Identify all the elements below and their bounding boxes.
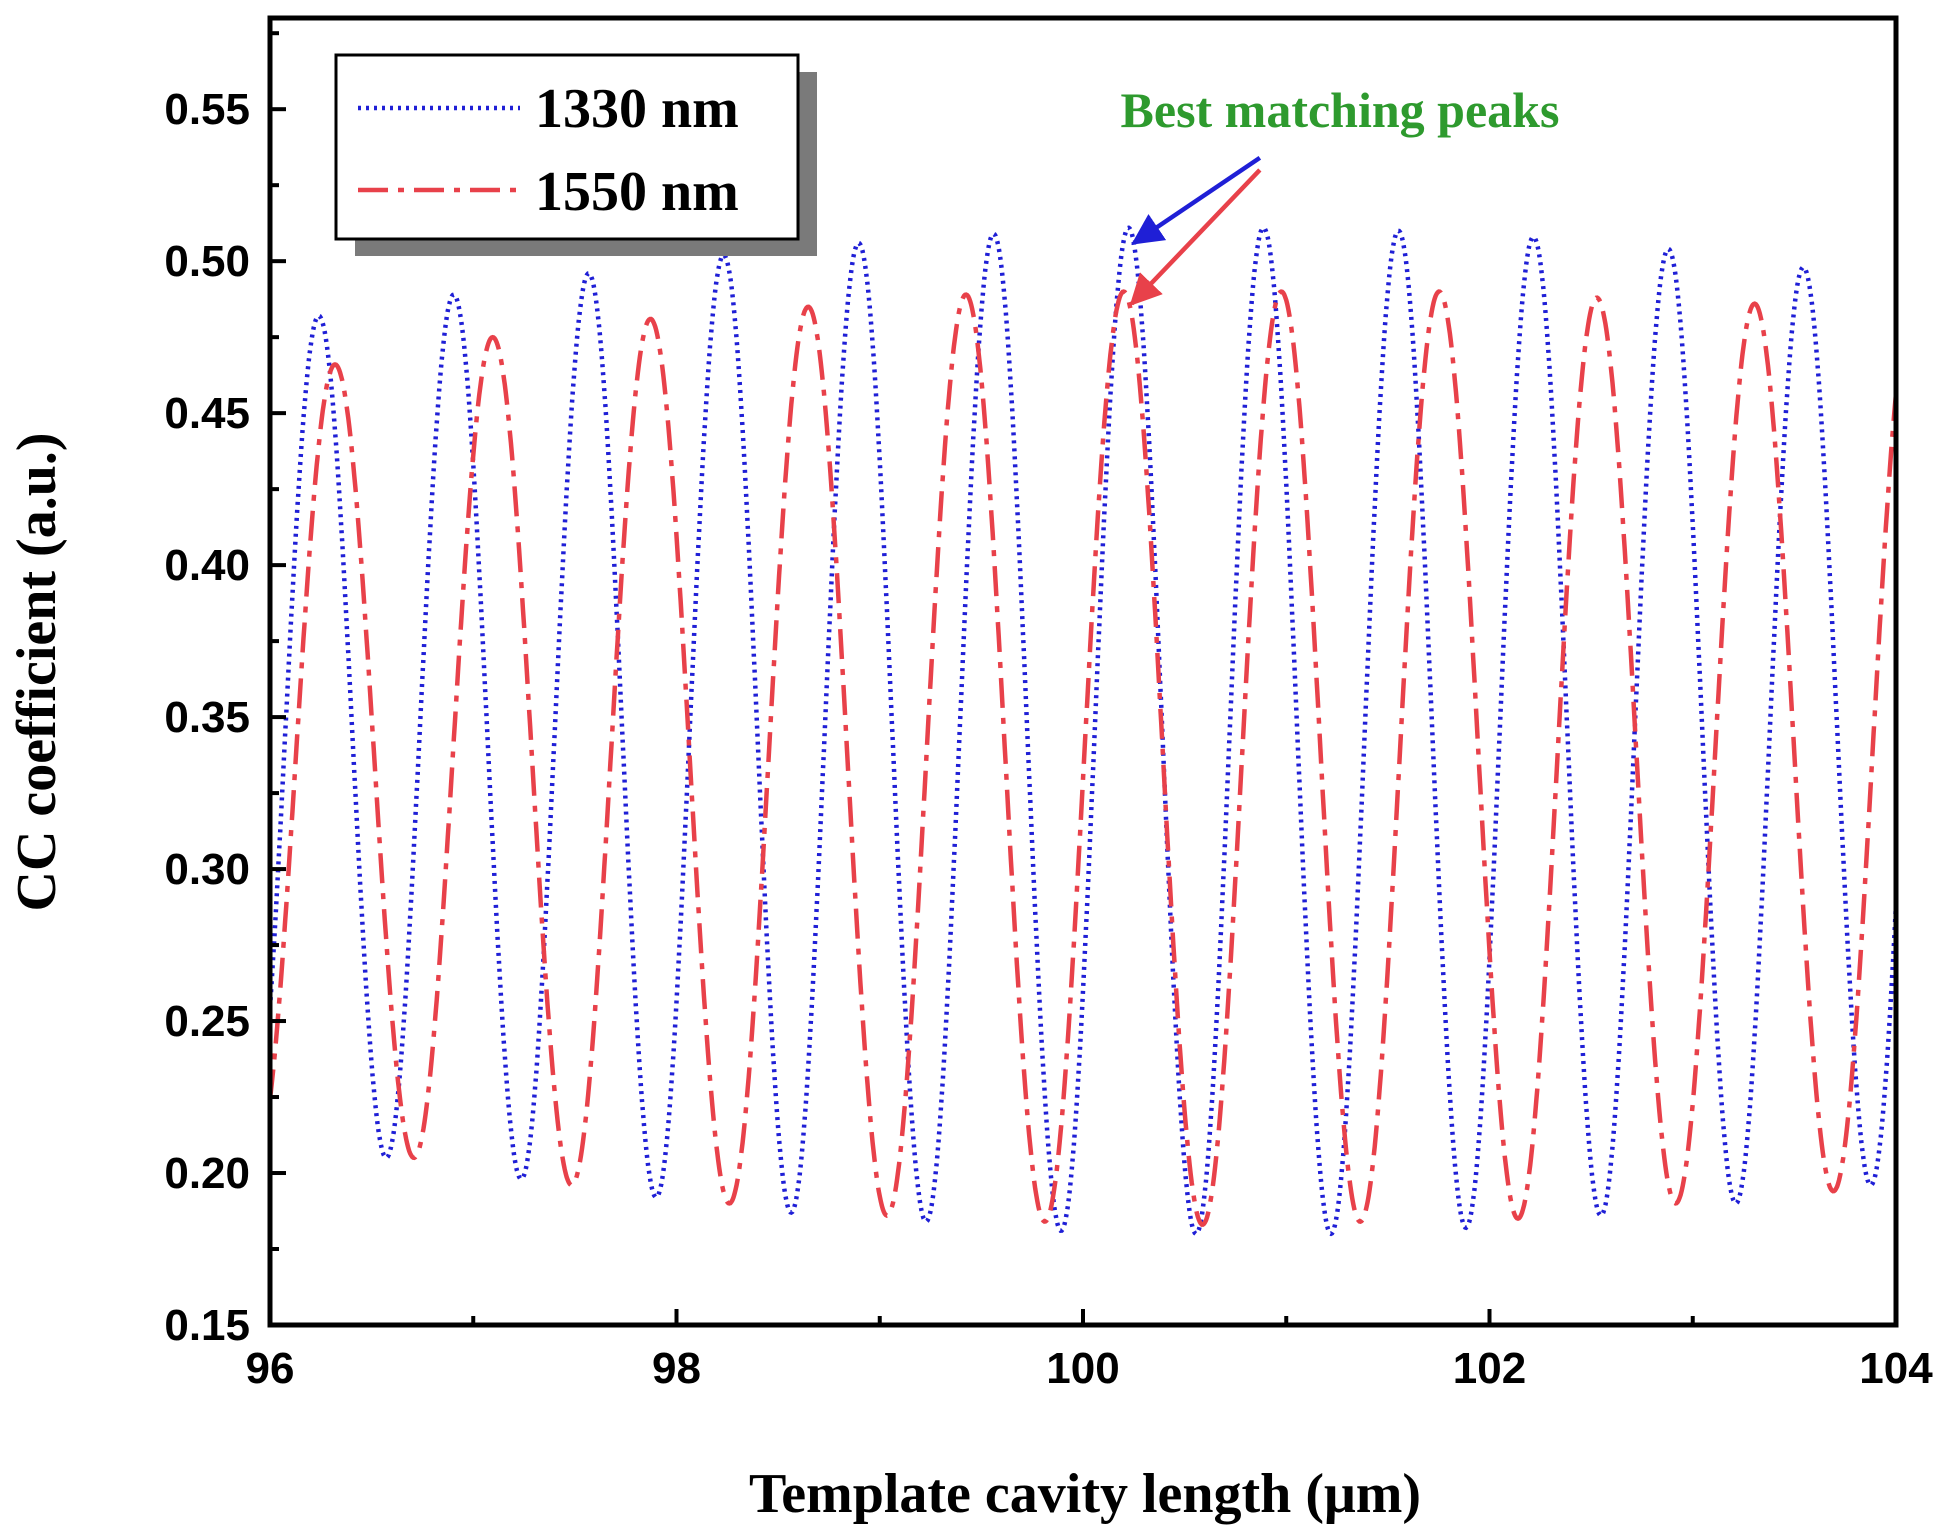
ticks-layer: 96 98 100 102 104 0.15 0.20 0.25 0.30 0.35 0.40 0.4… <box>164 31 1933 1393</box>
series-line-0 <box>270 225 1896 1237</box>
y-tick-label: 0.25 <box>164 997 250 1046</box>
y-tick-label: 0.55 <box>164 85 250 134</box>
annotation-text: Best matching peaks <box>1121 82 1560 138</box>
x-axis-title: Template cavity length (μm) <box>749 1463 1421 1525</box>
legend: 1330 nm 1550 nm <box>334 53 817 256</box>
annotation-arrow-blue <box>1131 155 1262 245</box>
y-tick-label: 0.45 <box>164 389 250 438</box>
y-tick-label: 0.20 <box>164 1149 250 1198</box>
x-tick-label: 104 <box>1859 1344 1933 1393</box>
y-axis-title: CC coefficient (a.u.) <box>6 433 68 912</box>
y-tick-label: 0.15 <box>164 1301 250 1350</box>
x-tick-label: 102 <box>1453 1344 1526 1393</box>
y-tick-label: 0.50 <box>164 237 250 286</box>
legend-label-1550: 1550 nm <box>535 161 739 223</box>
annotation-arrow-red <box>1129 168 1262 306</box>
x-tick-label: 100 <box>1046 1344 1119 1393</box>
legend-label-1330: 1330 nm <box>535 78 739 140</box>
series-layer <box>270 225 1896 1237</box>
annotation: Best matching peaks <box>1121 82 1560 306</box>
series-line-1 <box>270 289 1896 1227</box>
x-tick-label: 98 <box>652 1344 701 1393</box>
x-tick-label: 96 <box>246 1344 295 1393</box>
y-tick-label: 0.40 <box>164 541 250 590</box>
y-tick-label: 0.35 <box>164 693 250 742</box>
y-tick-label: 0.30 <box>164 845 250 894</box>
legend-box <box>334 53 800 241</box>
